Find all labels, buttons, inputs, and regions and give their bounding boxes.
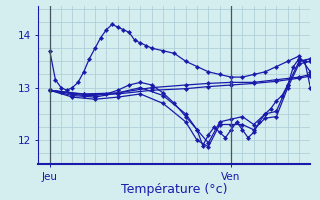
X-axis label: Température (°c): Température (°c) [121, 183, 228, 196]
